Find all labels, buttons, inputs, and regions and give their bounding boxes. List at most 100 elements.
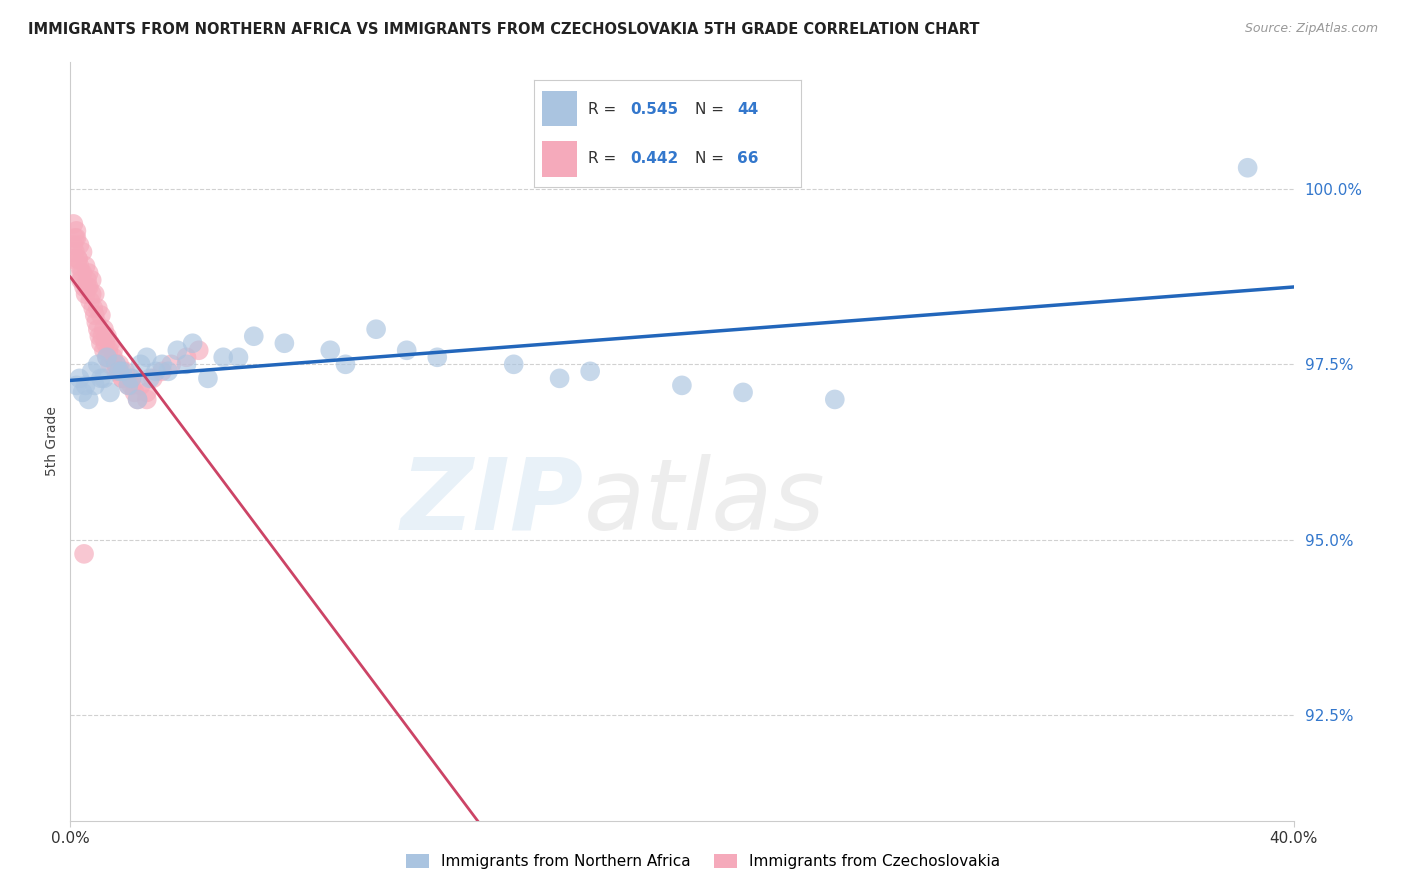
Point bbox=[548, 371, 571, 385]
Point bbox=[105, 357, 128, 371]
Point bbox=[187, 343, 209, 358]
Text: 0.442: 0.442 bbox=[630, 151, 679, 166]
Point bbox=[366, 322, 388, 336]
Point bbox=[101, 343, 124, 358]
Point bbox=[145, 364, 167, 378]
Text: R =: R = bbox=[588, 102, 621, 117]
Point bbox=[90, 336, 112, 351]
Point bbox=[70, 273, 93, 287]
Point bbox=[69, 238, 91, 252]
Point bbox=[93, 343, 115, 358]
Point bbox=[135, 392, 157, 407]
Point bbox=[75, 259, 97, 273]
Point bbox=[127, 392, 149, 407]
Point bbox=[273, 336, 295, 351]
Point bbox=[228, 351, 250, 365]
Point bbox=[63, 231, 86, 245]
Text: atlas: atlas bbox=[583, 454, 825, 550]
Point bbox=[80, 273, 103, 287]
Point bbox=[101, 351, 124, 365]
Point bbox=[77, 280, 100, 294]
Point bbox=[75, 287, 97, 301]
Point bbox=[502, 357, 524, 371]
Point bbox=[335, 357, 357, 371]
Point bbox=[98, 336, 121, 351]
Point bbox=[108, 364, 131, 378]
Point bbox=[121, 371, 143, 385]
Point bbox=[96, 329, 118, 343]
Point bbox=[111, 371, 134, 385]
Point bbox=[83, 378, 105, 392]
Point bbox=[243, 329, 266, 343]
Text: R =: R = bbox=[588, 151, 621, 166]
Point bbox=[80, 364, 103, 378]
Text: 44: 44 bbox=[737, 102, 759, 117]
Point bbox=[108, 364, 131, 378]
Point bbox=[121, 378, 143, 392]
Point bbox=[82, 301, 104, 315]
Point bbox=[129, 378, 152, 392]
Point bbox=[65, 224, 87, 238]
Point bbox=[135, 385, 157, 400]
Point bbox=[63, 244, 86, 259]
Point bbox=[139, 371, 162, 385]
Text: IMMIGRANTS FROM NORTHERN AFRICA VS IMMIGRANTS FROM CZECHOSLOVAKIA 5TH GRADE CORR: IMMIGRANTS FROM NORTHERN AFRICA VS IMMIG… bbox=[28, 22, 980, 37]
Point bbox=[98, 357, 121, 371]
Point bbox=[150, 357, 173, 371]
Point bbox=[83, 308, 105, 322]
Point bbox=[157, 364, 180, 378]
Point bbox=[111, 364, 134, 378]
Point bbox=[135, 351, 157, 365]
Point bbox=[319, 343, 342, 358]
Point bbox=[72, 385, 94, 400]
Point bbox=[579, 364, 602, 378]
Point bbox=[66, 252, 89, 266]
Point bbox=[395, 343, 418, 358]
Point bbox=[824, 392, 846, 407]
Point bbox=[76, 273, 98, 287]
Point bbox=[124, 385, 146, 400]
Text: ZIP: ZIP bbox=[401, 454, 583, 550]
Point bbox=[160, 357, 183, 371]
Point bbox=[114, 364, 136, 378]
Point bbox=[176, 351, 198, 365]
Point bbox=[117, 378, 139, 392]
Point bbox=[671, 378, 693, 392]
Point bbox=[91, 329, 114, 343]
Point bbox=[94, 336, 117, 351]
Text: N =: N = bbox=[695, 102, 728, 117]
Point bbox=[176, 357, 198, 371]
Point bbox=[77, 266, 100, 280]
Point bbox=[84, 315, 107, 329]
Point bbox=[90, 371, 112, 385]
Point bbox=[87, 322, 110, 336]
Point bbox=[1236, 161, 1258, 175]
Point bbox=[212, 351, 235, 365]
Text: Source: ZipAtlas.com: Source: ZipAtlas.com bbox=[1244, 22, 1378, 36]
Text: 0.545: 0.545 bbox=[630, 102, 679, 117]
Point bbox=[731, 385, 754, 400]
Text: 66: 66 bbox=[737, 151, 759, 166]
Legend: Immigrants from Northern Africa, Immigrants from Czechoslovakia: Immigrants from Northern Africa, Immigra… bbox=[399, 848, 1007, 875]
Point bbox=[121, 371, 143, 385]
Point bbox=[150, 364, 173, 378]
Point bbox=[111, 371, 134, 385]
Point bbox=[87, 357, 110, 371]
Point bbox=[96, 351, 118, 365]
Point bbox=[77, 392, 100, 407]
Point bbox=[181, 336, 204, 351]
Point bbox=[80, 287, 103, 301]
Point bbox=[62, 238, 84, 252]
Point bbox=[117, 378, 139, 392]
Point bbox=[166, 343, 188, 358]
Point bbox=[69, 371, 91, 385]
Point bbox=[60, 252, 83, 266]
Point bbox=[105, 357, 128, 371]
Point bbox=[65, 231, 87, 245]
Point bbox=[72, 244, 94, 259]
Point bbox=[142, 371, 165, 385]
Point bbox=[76, 280, 98, 294]
Point bbox=[93, 371, 115, 385]
Point bbox=[197, 371, 219, 385]
Point bbox=[73, 280, 96, 294]
